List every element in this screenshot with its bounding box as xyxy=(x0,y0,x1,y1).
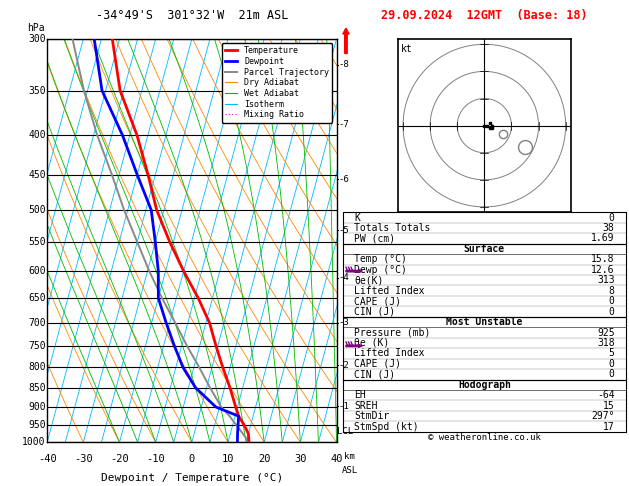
Text: 1000: 1000 xyxy=(22,437,46,447)
Text: Lifted Index: Lifted Index xyxy=(354,348,425,358)
Text: 17: 17 xyxy=(603,421,615,432)
Text: 15.8: 15.8 xyxy=(591,254,615,264)
Text: Pressure (mb): Pressure (mb) xyxy=(354,328,430,337)
Text: 12.6: 12.6 xyxy=(591,265,615,275)
Text: -3: -3 xyxy=(339,318,350,327)
Text: θe (K): θe (K) xyxy=(354,338,389,348)
Legend: Temperature, Dewpoint, Parcel Trajectory, Dry Adiabat, Wet Adiabat, Isotherm, Mi: Temperature, Dewpoint, Parcel Trajectory… xyxy=(221,43,332,122)
Text: 20: 20 xyxy=(258,454,270,464)
Text: Surface: Surface xyxy=(464,244,505,254)
Text: -64: -64 xyxy=(597,390,615,400)
Text: 0: 0 xyxy=(609,307,615,316)
Text: -40: -40 xyxy=(38,454,57,464)
Text: 400: 400 xyxy=(28,130,46,140)
Text: 30: 30 xyxy=(294,454,306,464)
Text: 350: 350 xyxy=(28,86,46,96)
Text: 500: 500 xyxy=(28,205,46,215)
Text: StmSpd (kt): StmSpd (kt) xyxy=(354,421,419,432)
Text: SREH: SREH xyxy=(354,400,377,411)
Text: 600: 600 xyxy=(28,266,46,276)
Text: 900: 900 xyxy=(28,402,46,412)
Text: LCL: LCL xyxy=(337,427,353,435)
Text: -7: -7 xyxy=(339,120,350,129)
Text: kt: kt xyxy=(401,44,413,54)
Text: 800: 800 xyxy=(28,363,46,372)
Text: Dewp (°C): Dewp (°C) xyxy=(354,265,407,275)
Text: PW (cm): PW (cm) xyxy=(354,233,395,243)
Text: -10: -10 xyxy=(147,454,165,464)
Text: K: K xyxy=(354,212,360,223)
Text: 0: 0 xyxy=(189,454,195,464)
Text: Temp (°C): Temp (°C) xyxy=(354,254,407,264)
Text: CAPE (J): CAPE (J) xyxy=(354,359,401,369)
Text: 850: 850 xyxy=(28,383,46,393)
Text: StmDir: StmDir xyxy=(354,411,389,421)
Text: CAPE (J): CAPE (J) xyxy=(354,296,401,306)
Text: 29.09.2024  12GMT  (Base: 18): 29.09.2024 12GMT (Base: 18) xyxy=(381,9,587,22)
Text: θe(K): θe(K) xyxy=(354,275,384,285)
Text: 0: 0 xyxy=(609,359,615,369)
Text: CIN (J): CIN (J) xyxy=(354,307,395,316)
Text: -2: -2 xyxy=(339,361,350,370)
Text: -4: -4 xyxy=(339,273,350,282)
Text: 700: 700 xyxy=(28,318,46,328)
Text: Dewpoint / Temperature (°C): Dewpoint / Temperature (°C) xyxy=(101,472,283,483)
Text: 15: 15 xyxy=(603,400,615,411)
Text: -5: -5 xyxy=(339,226,350,235)
Text: 1.69: 1.69 xyxy=(591,233,615,243)
Text: -8: -8 xyxy=(339,60,350,69)
Text: 0: 0 xyxy=(609,212,615,223)
Text: 450: 450 xyxy=(28,170,46,180)
Text: 0: 0 xyxy=(609,296,615,306)
Text: 10: 10 xyxy=(222,454,234,464)
Text: 0: 0 xyxy=(609,369,615,380)
Text: 297°: 297° xyxy=(591,411,615,421)
Text: © weatheronline.co.uk: © weatheronline.co.uk xyxy=(428,433,541,442)
Text: 650: 650 xyxy=(28,293,46,303)
Text: 750: 750 xyxy=(28,341,46,351)
Text: -30: -30 xyxy=(74,454,92,464)
Text: -20: -20 xyxy=(110,454,129,464)
Text: Lifted Index: Lifted Index xyxy=(354,286,425,295)
Text: 950: 950 xyxy=(28,420,46,430)
Text: Totals Totals: Totals Totals xyxy=(354,223,430,233)
Text: 5: 5 xyxy=(609,348,615,358)
Text: 300: 300 xyxy=(28,34,46,44)
Text: EH: EH xyxy=(354,390,366,400)
Text: 925: 925 xyxy=(597,328,615,337)
Text: hPa: hPa xyxy=(26,23,44,33)
Text: -1: -1 xyxy=(339,402,350,411)
Text: 38: 38 xyxy=(603,223,615,233)
Text: km: km xyxy=(344,452,355,461)
Text: 550: 550 xyxy=(28,237,46,247)
Text: 318: 318 xyxy=(597,338,615,348)
Text: -34°49'S  301°32'W  21m ASL: -34°49'S 301°32'W 21m ASL xyxy=(96,9,288,22)
Text: CIN (J): CIN (J) xyxy=(354,369,395,380)
Text: 313: 313 xyxy=(597,275,615,285)
Text: 8: 8 xyxy=(609,286,615,295)
Text: Hodograph: Hodograph xyxy=(458,380,511,390)
Text: ASL: ASL xyxy=(342,467,358,475)
Text: Most Unstable: Most Unstable xyxy=(446,317,523,327)
Text: 40: 40 xyxy=(330,454,343,464)
Text: -6: -6 xyxy=(339,174,350,184)
